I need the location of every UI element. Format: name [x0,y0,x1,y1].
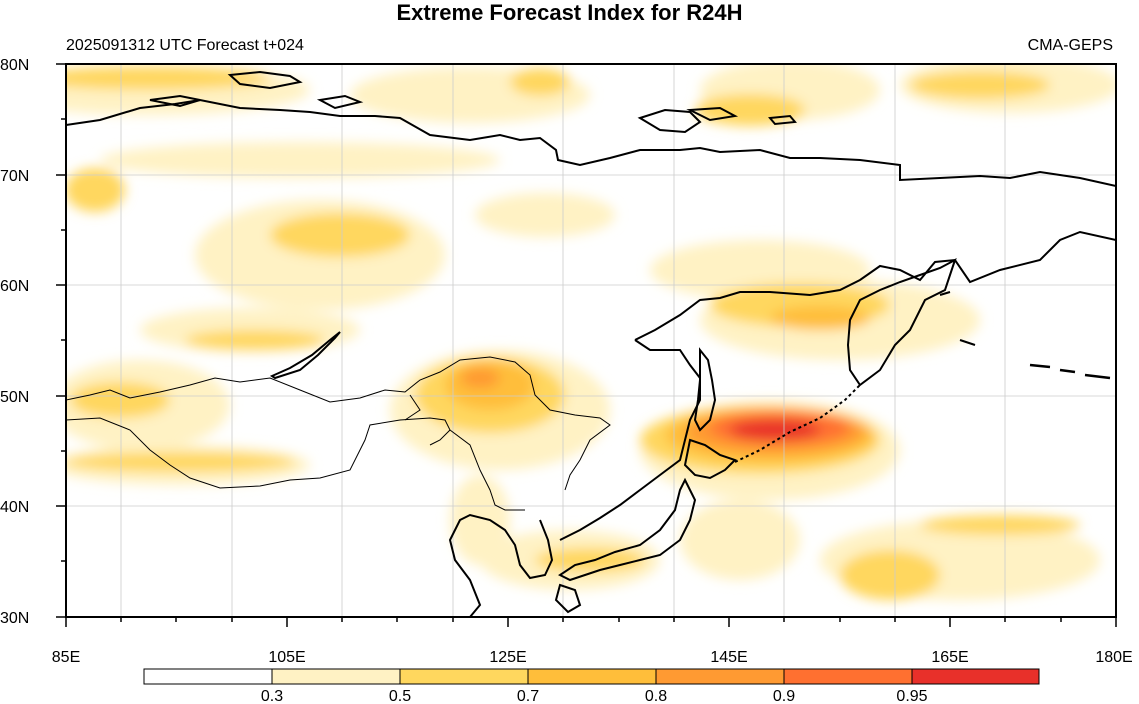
colorbar-label: 0.8 [645,688,667,704]
efi-patch [450,475,510,565]
country-border [66,417,451,489]
lat-label-60n: 60N [0,278,29,295]
lon-label-145e: 145E [710,649,747,666]
chart-title: Extreme Forecast Index for R24H [396,0,743,25]
colorbar-label: 0.5 [389,688,411,704]
borders [66,356,611,511]
grid-lines [66,64,1116,617]
coastline [227,70,303,90]
lon-label-125e: 125E [489,649,526,666]
efi-patch [475,193,615,237]
lat-label-50n: 50N [0,389,29,406]
coastline [693,347,717,432]
efi-patch [680,500,800,580]
efi-patch [66,66,270,90]
efi-patch [910,71,1050,99]
colorbar: 0.3 0.5 0.7 0.8 0.9 0.95 [143,668,1040,704]
efi-patch [770,306,870,330]
colorbar-box [271,668,401,685]
coastline [559,339,701,541]
coastline [634,230,1116,341]
lon-label-180e: 180E [1095,649,1132,666]
colorbar-box [399,668,529,685]
colorbar-box [655,668,785,685]
coastline [683,438,737,480]
colorbar-box [143,668,273,685]
coastline [316,94,364,110]
country-border [66,356,611,491]
coastline [637,108,702,134]
coastline [939,291,976,346]
colorbar-box [783,668,913,685]
coastline [558,477,697,582]
lat-label-40n: 40N [0,499,29,516]
efi-patch [840,550,940,600]
lon-label-85e: 85E [52,649,80,666]
coastline [1029,363,1111,380]
coastline [768,114,797,126]
colorbar-label: 0.95 [896,688,927,704]
colorbar-label: 0.7 [517,688,539,704]
colorbar-box [911,668,1040,685]
lat-label-80n: 80N [0,57,29,74]
efi-patch [70,382,170,418]
coastline [846,257,957,387]
efi-patch [66,452,295,472]
coastline [554,583,582,614]
lon-label-165e: 165E [931,649,968,666]
coastline [734,384,861,463]
country-border [404,394,421,421]
coastline [149,94,201,108]
coastlines [66,70,1116,617]
country-border [449,429,525,511]
efi-patch [695,94,805,126]
efi-field [66,64,1116,600]
coastline [66,98,1116,187]
efi-patch [100,142,500,178]
axis-ticks [56,63,1117,627]
forecast-time-label: 2025091312 UTC Forecast t+024 [66,37,304,54]
efi-patch [66,168,125,212]
lat-label-30n: 30N [0,610,29,627]
efi-patch [730,420,820,440]
colorbar-box [527,668,657,685]
coastline [448,513,554,617]
efi-patch [510,68,570,96]
efi-patch [920,515,1080,535]
lon-label-105e: 105E [268,649,305,666]
efi-patch [185,330,325,350]
lake-baikal [269,331,341,380]
efi-patch [270,213,410,257]
colorbar-label: 0.9 [773,688,795,704]
model-name-label: CMA-GEPS [1027,37,1113,54]
lat-label-70n: 70N [0,168,29,185]
efi-patch [460,368,500,388]
colorbar-label: 0.3 [261,688,283,704]
coastline [686,106,739,122]
